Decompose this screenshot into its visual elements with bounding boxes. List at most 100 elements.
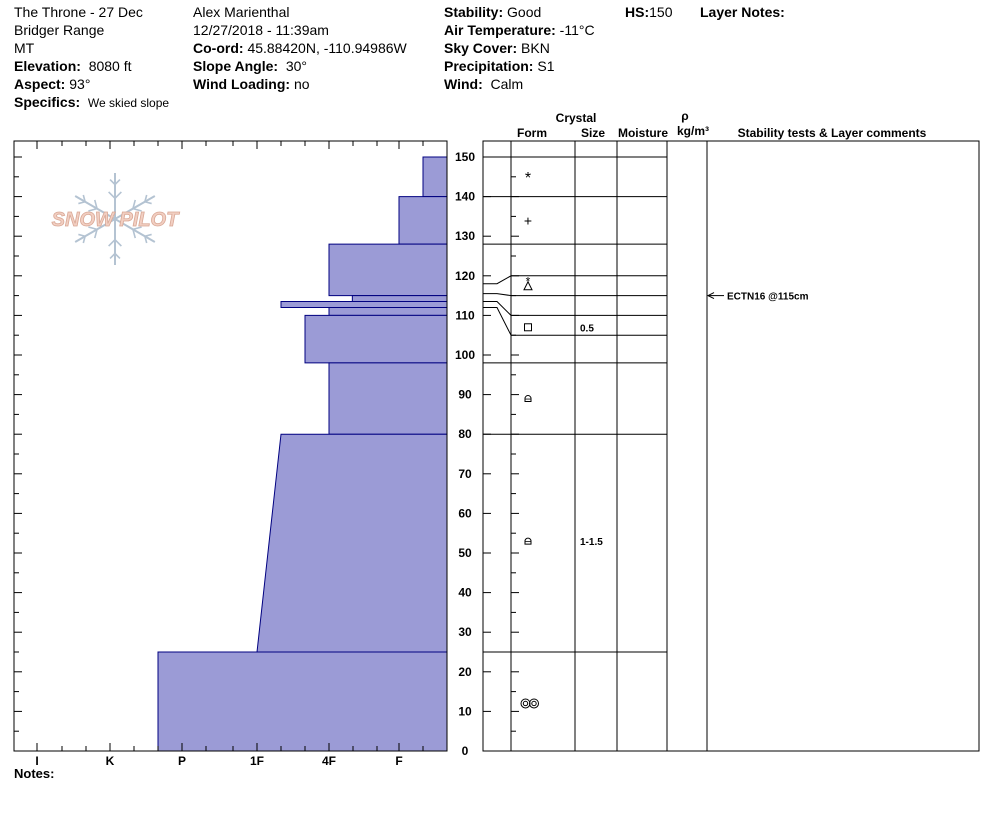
grain-glyph-bottom — [523, 280, 533, 291]
hardness-layer-8 — [256, 433, 448, 653]
depth-label-30: 30 — [458, 625, 472, 639]
hardness-layers — [157, 156, 448, 752]
depth-label-40: 40 — [458, 586, 472, 600]
flake-branch-2-1 — [78, 233, 86, 238]
hardness-label-I: I — [35, 754, 38, 768]
observer: Alex Marienthal — [193, 4, 290, 20]
col-moisture-header: Moisture — [618, 126, 668, 140]
depth-label-80: 80 — [458, 427, 472, 441]
site-info: The Throne - 27 Dec Bridger Range MT Ele… — [14, 3, 169, 111]
flake-branch-2-0 — [93, 229, 98, 239]
grain-faceted-crystals-3 — [524, 323, 532, 332]
flake-branch-5-1 — [144, 194, 148, 202]
stability-tests: ECTN16 @115cm — [706, 292, 809, 303]
col-crystal-header: Crystal — [556, 111, 597, 125]
stability-test-0: ECTN16 @115cm — [727, 292, 809, 303]
grain-glyph-b — [522, 700, 529, 707]
flake-branch-3-1 — [114, 252, 121, 260]
air-temperature: Air Temperature: -11°C — [444, 22, 595, 38]
table-columns — [510, 141, 708, 751]
flake-branch-4-1 — [144, 233, 152, 238]
flake-branch-5-0 — [132, 199, 137, 209]
col-comments-header: Stability tests & Layer comments — [738, 126, 927, 140]
table-layer-rows — [483, 156, 667, 653]
grain-new-snow-0: * — [525, 170, 531, 187]
snow-height: HS:150 — [625, 4, 673, 20]
hardness-layer-6 — [304, 314, 448, 364]
grain-decomposing-fragments-1: + — [524, 212, 532, 228]
hardness-layer-3 — [351, 295, 448, 303]
stability-arrow-head-0 — [706, 292, 715, 300]
grain-glyph: * — [525, 170, 531, 187]
flake-branch-4-0 — [132, 229, 137, 239]
hardness-layer-2 — [328, 243, 448, 297]
depth-label-60: 60 — [458, 506, 472, 520]
flake-branch-1-0 — [93, 199, 98, 209]
flake-branch-5-1 — [144, 200, 152, 205]
wind-loading: Wind Loading: no — [193, 76, 310, 92]
flake-arm-1 — [74, 195, 116, 220]
flake-arm-4 — [114, 218, 156, 243]
col-size-header: Size — [581, 126, 605, 140]
layer-connector-1 — [483, 293, 512, 297]
flake-branch-1-0 — [88, 207, 98, 212]
coordinates: Co-ord: 45.88420N, -110.94986W — [193, 40, 407, 56]
flake-branch-2-0 — [88, 226, 98, 231]
depth-label-130: 130 — [455, 229, 475, 243]
col-rho-header: ρ — [681, 109, 688, 123]
flake-arm-2 — [74, 218, 116, 243]
notes-label: Notes: — [14, 766, 55, 781]
flake-branch-2-1 — [82, 236, 86, 244]
grain-rounding-facets-5 — [524, 537, 532, 545]
depth-label-10: 10 — [458, 704, 472, 718]
grain-glyph — [524, 395, 532, 403]
layer-table: Crystal Form Size Moisture ρ kg/m³ Stabi… — [482, 109, 980, 752]
grain-glyph — [524, 537, 532, 545]
flake-branch-0-1 — [114, 178, 121, 186]
grain-glyph: + — [524, 212, 532, 228]
grain-rounding-facets-4 — [524, 395, 532, 403]
flake-branch-5-0 — [132, 207, 142, 212]
hardness-label-F: F — [395, 754, 402, 768]
hardness-layer-4 — [280, 301, 448, 308]
grain-new-snow-decomposing-2: * — [523, 275, 533, 291]
grain-glyph-d — [531, 700, 537, 707]
hardness-label-K: K — [106, 754, 115, 768]
grain-glyph-c — [529, 698, 539, 709]
depth-label-70: 70 — [458, 467, 472, 481]
datetime: 12/27/2018 - 11:39am — [193, 22, 329, 38]
location-name: The Throne - 27 Dec — [14, 4, 143, 20]
depth-label-100: 100 — [455, 348, 475, 362]
hardness-layer-1 — [398, 196, 448, 245]
flake-branch-0-0 — [114, 191, 122, 199]
layer-connector-3 — [483, 306, 512, 336]
hardness-label-1F: 1F — [250, 754, 264, 768]
flake-branch-3-1 — [109, 252, 116, 260]
col-density-header: kg/m³ — [677, 124, 709, 138]
sky-cover: Sky Cover: BKN — [444, 40, 550, 56]
slope-angle: Slope Angle: 30° — [193, 58, 307, 74]
hardness-label-P: P — [178, 754, 186, 768]
flake-branch-0-1 — [109, 178, 116, 186]
table-frame — [482, 140, 980, 752]
grain-size-5: 1-1.5 — [580, 537, 603, 548]
depth-label-150: 150 — [455, 150, 475, 164]
depth-label-110: 110 — [455, 308, 475, 322]
hardness-frame — [13, 140, 448, 752]
grain-glyph — [524, 323, 532, 332]
elevation: Elevation: 8080 ft — [14, 58, 132, 74]
hardness-ticks: I K P 1F 4F F — [35, 141, 424, 768]
depth-label-140: 140 — [455, 190, 475, 204]
state: MT — [14, 40, 35, 56]
snowflake-icon — [74, 173, 156, 265]
flake-branch-1-1 — [82, 194, 86, 202]
hardness-layer-5 — [328, 306, 448, 316]
layer-notes-header: Layer Notes: — [700, 4, 785, 20]
hardness-label-4F: 4F — [322, 754, 336, 768]
hardness-layer-7 — [328, 362, 448, 435]
hardness-layer-9 — [157, 651, 448, 752]
layer-connector-2 — [483, 301, 512, 316]
depth-label-0: 0 — [462, 744, 469, 758]
weather-info: Stability: Good Air Temperature: -11°C S… — [444, 3, 595, 93]
mountain-range: Bridger Range — [14, 22, 105, 38]
